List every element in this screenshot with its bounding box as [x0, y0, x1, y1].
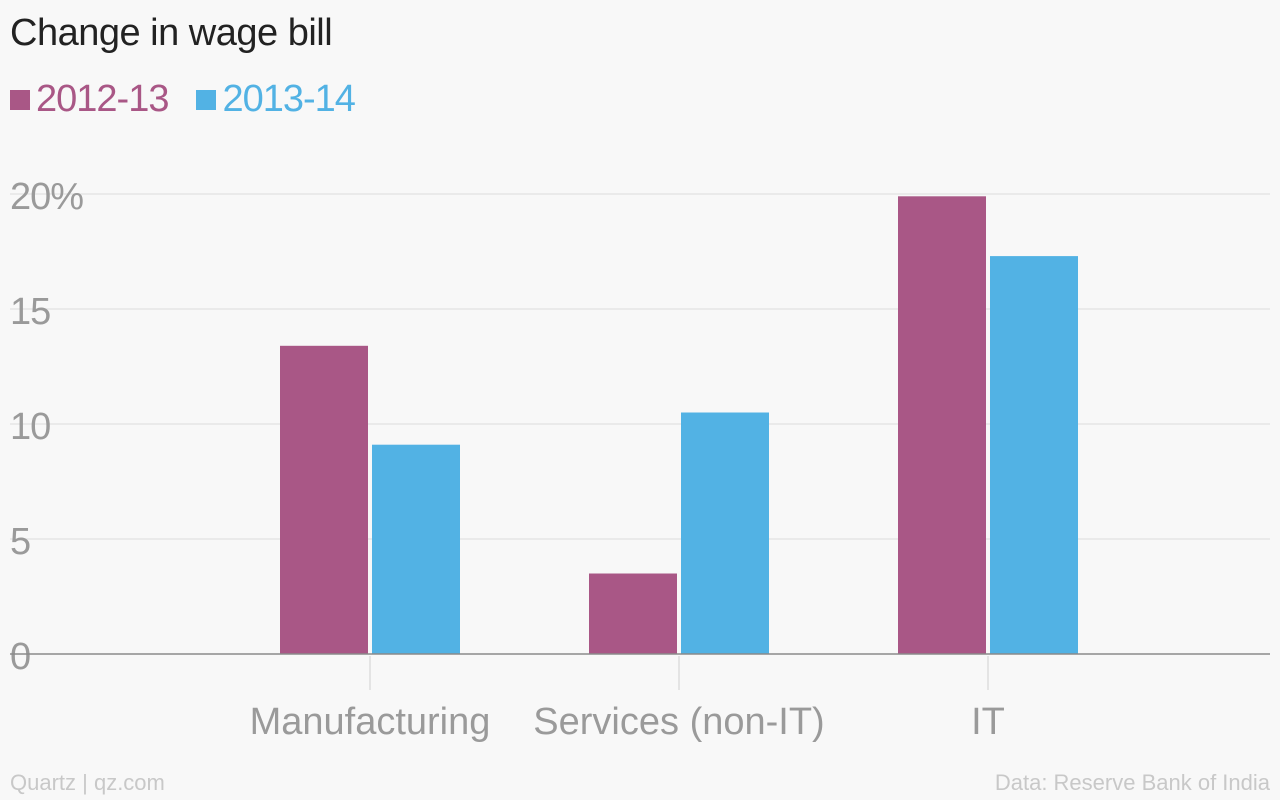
legend: 2012-13 2013-14	[10, 78, 356, 121]
y-tick-label: 10	[10, 406, 50, 448]
y-tick-label: 5	[10, 521, 30, 563]
legend-item-series-1: 2012-13	[10, 78, 169, 121]
legend-item-series-2: 2013-14	[196, 78, 356, 121]
y-tick-label: 15	[10, 291, 50, 333]
bar	[990, 256, 1078, 654]
y-tick-label: 0	[10, 636, 30, 678]
legend-label-series-2: 2013-14	[222, 78, 355, 120]
brand-credit: Quartz | qz.com	[10, 770, 165, 795]
bar	[589, 573, 677, 654]
legend-label-series-1: 2012-13	[36, 78, 169, 120]
legend-swatch-series-2	[196, 89, 217, 110]
data-source: Data: Reserve Bank of India	[994, 770, 1270, 795]
bar	[681, 412, 769, 654]
x-tick-label: Services (non-IT)	[533, 701, 824, 743]
chart-title: Change in wage bill	[10, 12, 333, 54]
x-tick-label: IT	[971, 701, 1005, 743]
bar	[372, 444, 460, 654]
y-tick-label: 20%	[10, 176, 83, 218]
bar	[898, 196, 986, 655]
bar	[280, 345, 368, 654]
x-tick-label: Manufacturing	[250, 701, 491, 743]
legend-swatch-series-1	[10, 89, 30, 110]
